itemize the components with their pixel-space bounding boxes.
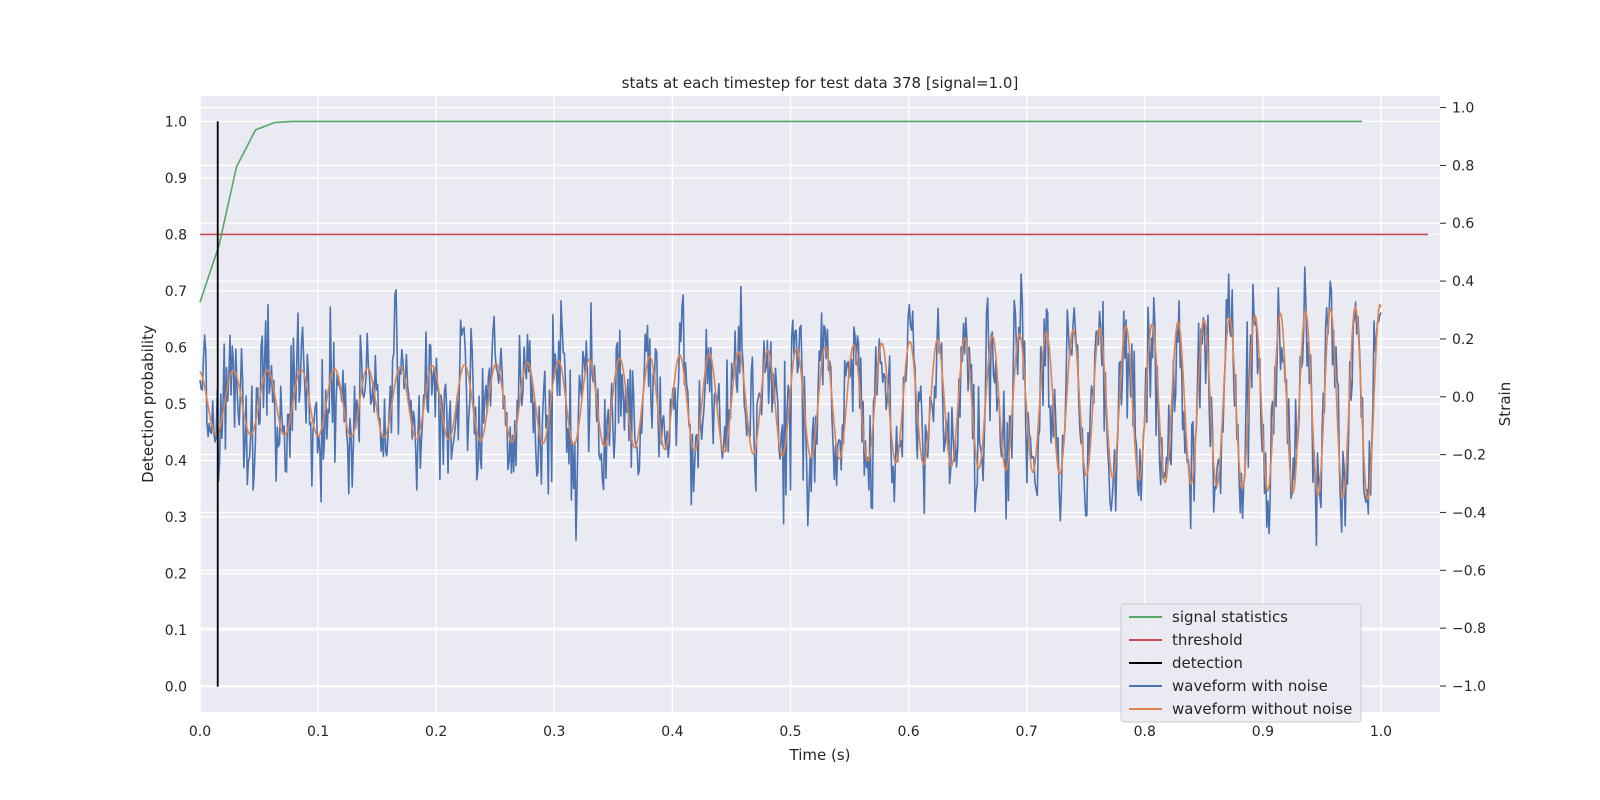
y-tick-label: 0.3	[165, 510, 187, 526]
y-tick-label: 0.1	[165, 623, 187, 639]
y-tick-label: 0.6	[165, 340, 187, 356]
series-group	[199, 120, 1429, 687]
y2-tick-label: −0.6	[1452, 563, 1486, 579]
y-tick-label: 1.0	[165, 114, 187, 130]
y2-axis-label: Strain	[1496, 382, 1514, 426]
series-signal-statistics	[199, 120, 1363, 303]
y-tick-label: 0.8	[165, 227, 187, 243]
y2-tick-label: 0.4	[1452, 274, 1474, 290]
y2-tick-label: 0.6	[1452, 216, 1474, 232]
legend-label-threshold: threshold	[1172, 631, 1243, 649]
y-tick-label: 0.9	[165, 171, 187, 187]
x-tick-label: 0.1	[307, 724, 329, 740]
y2-tick-label: 1.0	[1452, 101, 1474, 117]
series-waveform-with-noise	[199, 266, 1382, 547]
legend-box	[1120, 603, 1362, 723]
y-tick-label: 0.7	[165, 284, 187, 300]
legend-label-detection: detection	[1172, 654, 1243, 672]
x-tick-label: 0.0	[189, 724, 211, 740]
x-tick-label: 0.7	[1016, 724, 1038, 740]
y-tick-label: 0.5	[165, 397, 187, 413]
series-waveform-without-noise	[199, 303, 1382, 500]
y2-tick-label: −0.2	[1452, 448, 1486, 464]
y-tick-label: 0.0	[165, 680, 187, 696]
y2-tick-label: 0.8	[1452, 158, 1474, 174]
tick-labels: 0.0 0.1 0.2 0.3 0.4 0.5 0.6 0.7 0.8 0.9 1.0 0.0 0.1 0…	[165, 101, 1486, 740]
x-tick-label: 0.2	[425, 724, 447, 740]
y2-tick-label: −0.8	[1452, 621, 1486, 637]
x-tick-label: 0.5	[779, 724, 801, 740]
y-tick-label: 0.2	[165, 567, 187, 583]
legend: signal statistics threshold detection wa…	[1120, 603, 1362, 723]
x-tick-label: 0.8	[1134, 724, 1156, 740]
x-tick-label: 0.4	[661, 724, 683, 740]
legend-label-signal-statistics: signal statistics	[1172, 608, 1288, 626]
y2-tick-label: 0.2	[1452, 332, 1474, 348]
chart-title: stats at each timestep for test data 378…	[622, 74, 1019, 92]
x-tick-label: 1.0	[1370, 724, 1392, 740]
x-tick-label: 0.3	[543, 724, 565, 740]
y2-tick-label: −0.4	[1452, 505, 1486, 521]
legend-label-waveform-with-noise: waveform with noise	[1172, 677, 1328, 695]
y2-tick-label: 0.0	[1452, 390, 1474, 406]
x-tick-label: 0.6	[897, 724, 919, 740]
y2-tick-label: −1.0	[1452, 679, 1486, 695]
x-tick-label: 0.9	[1252, 724, 1274, 740]
y-axis-label: Detection probability	[139, 325, 157, 483]
y-tick-label: 0.4	[165, 454, 187, 470]
x-axis-label: Time (s)	[789, 746, 851, 764]
legend-label-waveform-without-noise: waveform without noise	[1172, 700, 1352, 718]
